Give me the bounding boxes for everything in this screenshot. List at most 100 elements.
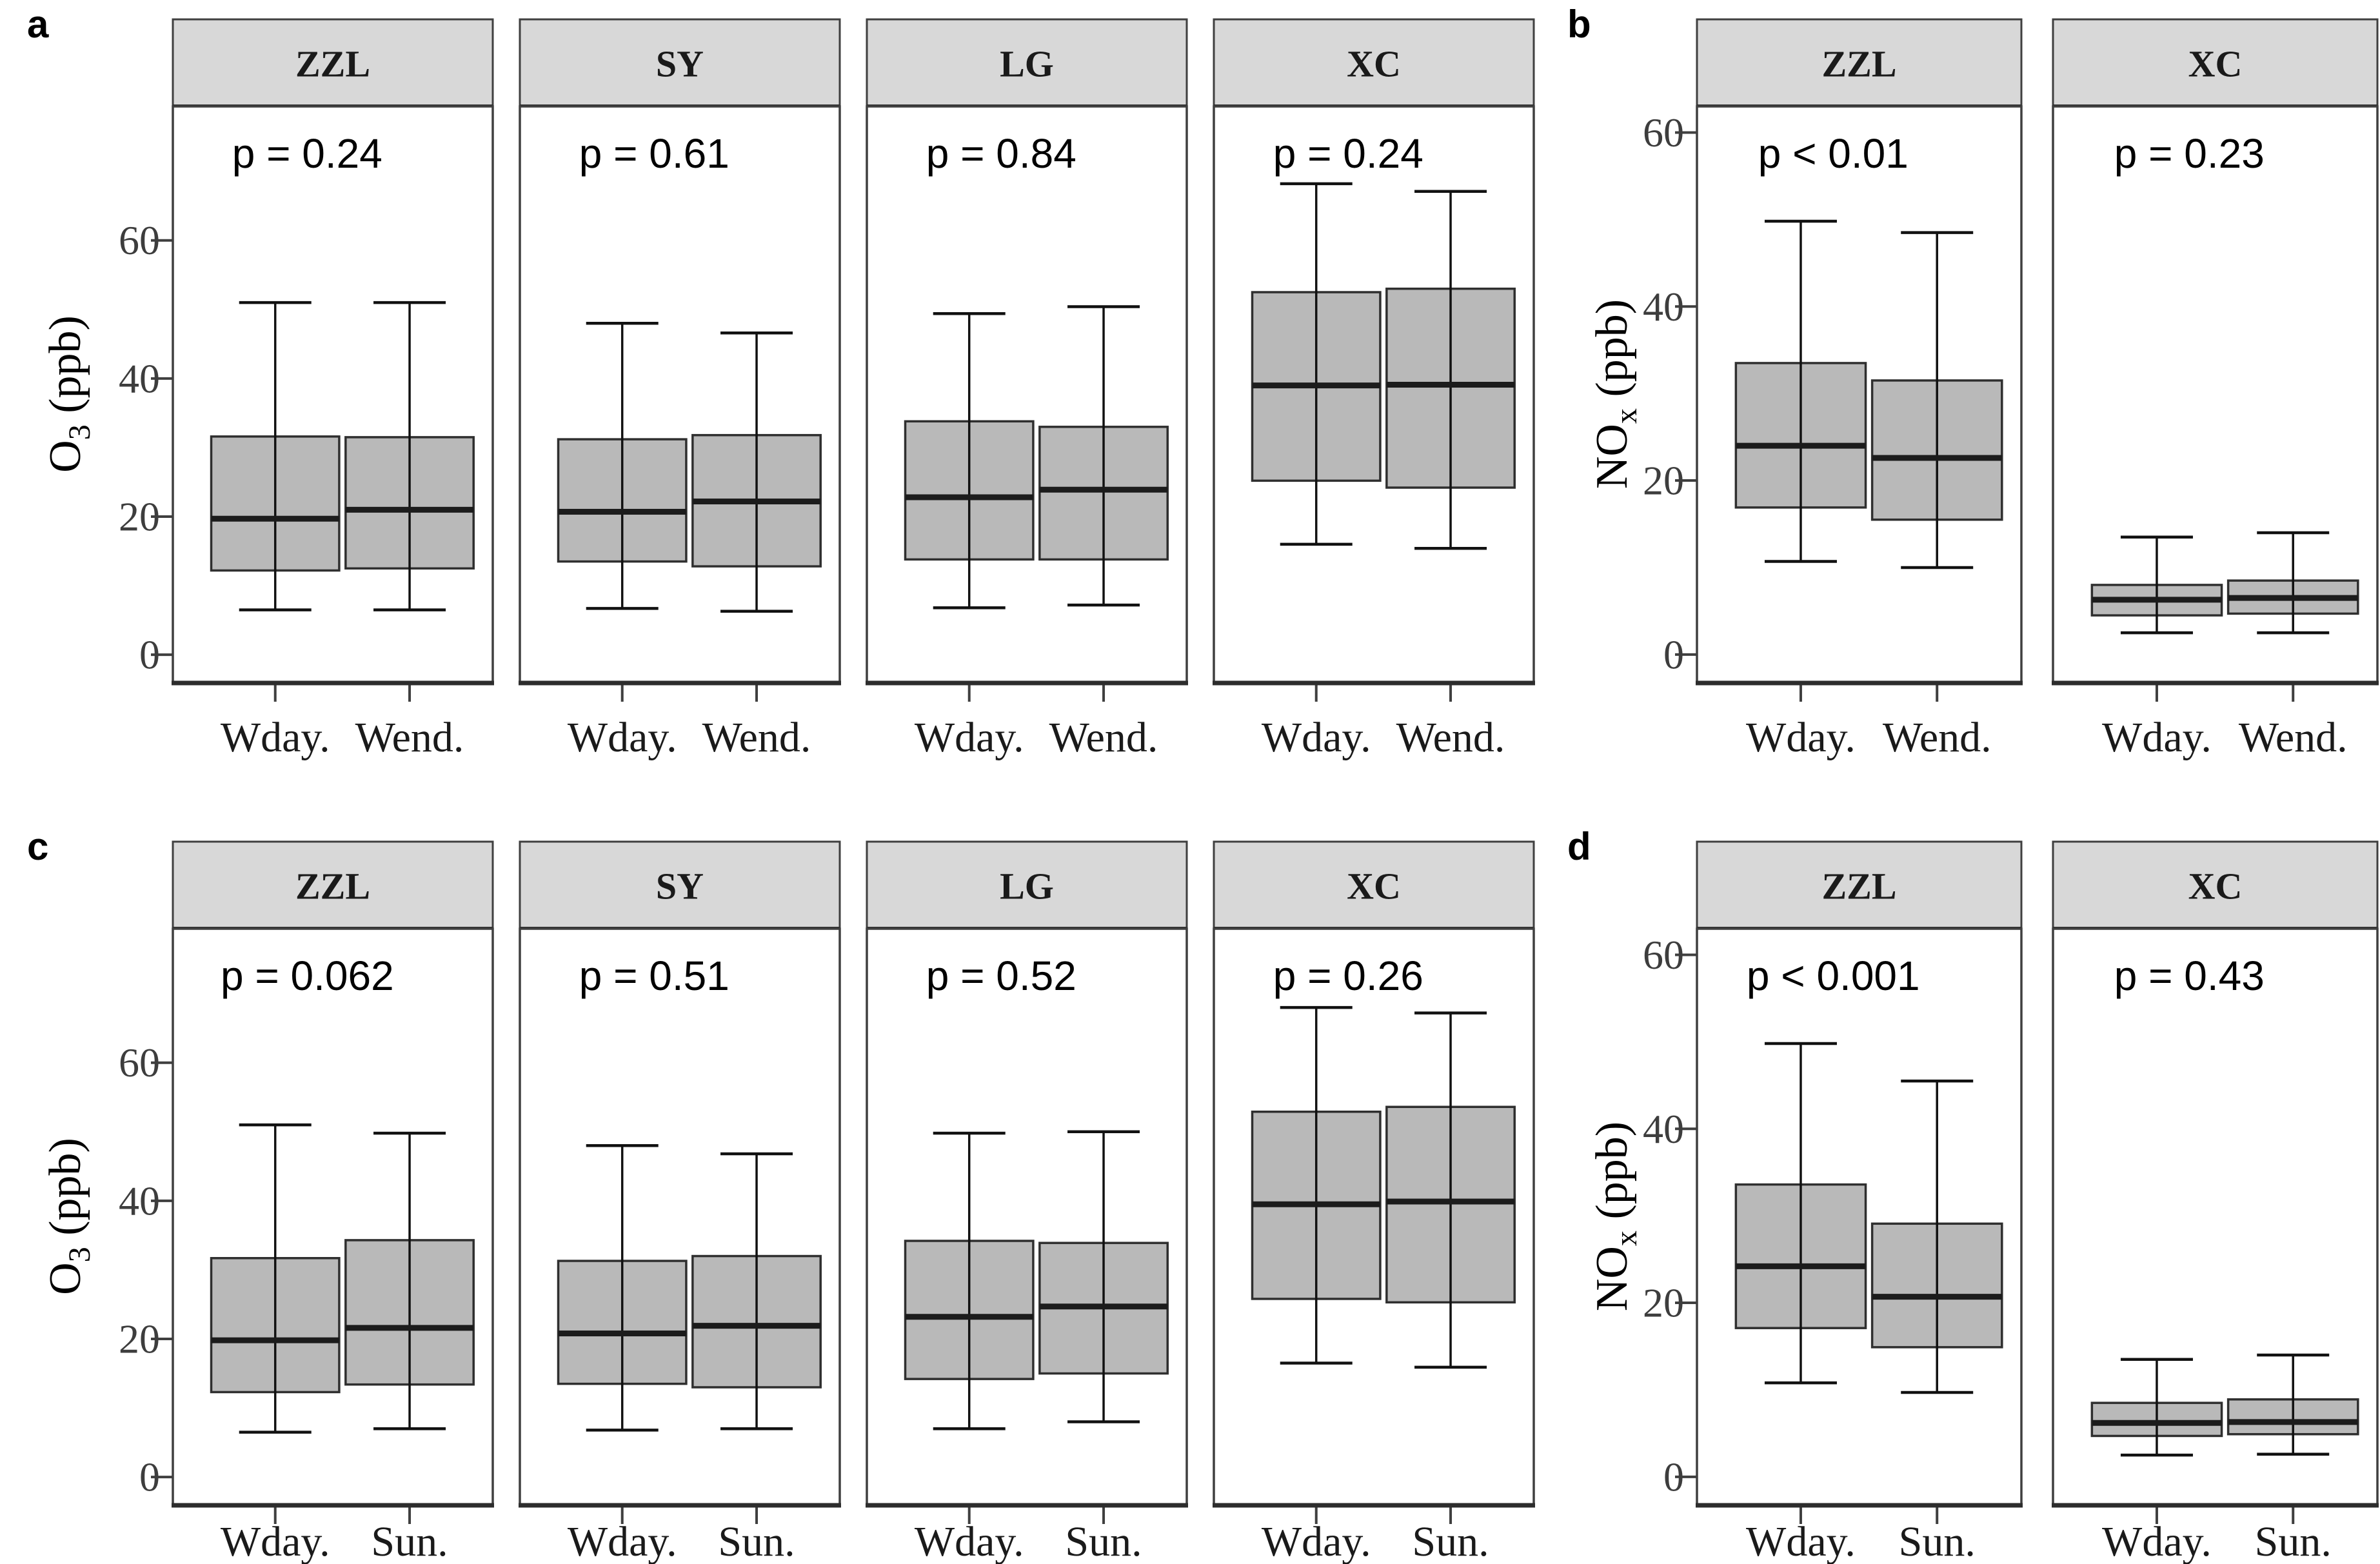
y-tick-label: 20 (1643, 1280, 1684, 1326)
x-group-label: Sun. (1899, 1518, 1976, 1564)
y-axis-title-a-main: O (41, 440, 90, 473)
y-axis-title-b-sub: x (1609, 408, 1643, 424)
x-group-label: Wday. (2102, 1518, 2212, 1564)
panel-letter-a: a (27, 3, 49, 46)
p-value-label: p = 0.23 (2114, 130, 2265, 177)
x-group-label: Wend. (702, 714, 811, 761)
panel-letter-c: c (27, 825, 49, 868)
y-tick-label: 40 (1643, 284, 1684, 330)
y-tick-label: 60 (1643, 110, 1684, 155)
p-value-label: p = 0.24 (1273, 130, 1423, 177)
facet-strip (1213, 18, 1535, 108)
y-tick-label: 20 (119, 494, 160, 540)
x-group-label: Wday. (568, 714, 677, 761)
facet-title: ZZL (295, 43, 370, 85)
x-group-label: Wend. (1049, 714, 1158, 761)
y-tick-label: 0 (1663, 1454, 1684, 1500)
x-group-label: Wday. (1746, 1518, 1856, 1564)
y-axis-title-d-sub: x (1609, 1231, 1643, 1247)
facet-title: LG (1000, 43, 1054, 85)
x-group-label: Wend. (2239, 714, 2348, 761)
x-group-label: Wend. (355, 714, 464, 761)
facet-plot-area (866, 105, 1188, 684)
y-axis-title-c-main: O (41, 1262, 90, 1295)
facet-plot-area (519, 927, 841, 1506)
facet-title: XC (1347, 43, 1401, 85)
y-tick-label: 0 (139, 632, 160, 678)
facet-title: ZZL (1821, 43, 1896, 85)
y-tick-label: 40 (119, 1178, 160, 1223)
facet-plot-area (172, 927, 494, 1506)
facet-strip (519, 18, 841, 108)
facet-title: XC (2188, 43, 2243, 85)
x-group-label: Wday. (221, 1518, 330, 1564)
y-axis-title-b-rest: (ppb) (1587, 299, 1637, 409)
y-axis-title-a: O3 (ppb) (37, 168, 97, 620)
facet-plot-area (172, 105, 494, 684)
p-value-label: p = 0.24 (232, 130, 382, 177)
facet-strip (519, 840, 841, 930)
p-value-label: p = 0.84 (926, 130, 1076, 177)
panel-letter-b: b (1567, 3, 1591, 46)
y-tick-label: 60 (1643, 932, 1684, 978)
x-group-label: Wday. (1746, 714, 1856, 761)
facet-title: SY (656, 43, 704, 85)
facet-strip (2052, 840, 2379, 930)
facet-strip (866, 840, 1188, 930)
y-axis-title-c-sub: 3 (63, 1247, 97, 1263)
facet-title: XC (1347, 866, 1401, 907)
y-tick-label: 0 (139, 1454, 160, 1500)
x-group-label: Sun. (371, 1518, 448, 1564)
x-group-label: Wday. (221, 714, 330, 761)
p-value-label: p = 0.43 (2114, 953, 2265, 999)
x-group-label: Wday. (568, 1518, 677, 1564)
y-tick-label: 60 (119, 1040, 160, 1085)
y-tick-label: 0 (1663, 631, 1684, 677)
facet-plot-area (866, 927, 1188, 1506)
y-axis-title-c: O3 (ppb) (37, 991, 97, 1442)
p-value-label: p = 0.51 (579, 953, 729, 999)
y-tick-label: 20 (119, 1316, 160, 1362)
facet-strip (1696, 18, 2023, 108)
y-axis-title-d-main: NO (1587, 1246, 1637, 1312)
y-axis-title-c-rest: (ppb) (41, 1138, 90, 1247)
x-group-label: Wend. (1396, 714, 1505, 761)
p-value-label: p < 0.01 (1758, 130, 1909, 177)
panel-letter-d: d (1567, 825, 1591, 868)
y-tick-label: 60 (119, 217, 160, 263)
facet-plot-area (519, 105, 841, 684)
x-group-label: Wday. (915, 1518, 1024, 1564)
y-axis-title-d-rest: (ppb) (1587, 1121, 1637, 1231)
p-value-label: p = 0.52 (926, 953, 1076, 999)
x-group-label: Sun. (718, 1518, 795, 1564)
x-group-label: Sun. (1412, 1518, 1489, 1564)
y-tick-label: 20 (1643, 458, 1684, 504)
x-group-label: Wend. (1883, 714, 1992, 761)
y-tick-label: 40 (1643, 1106, 1684, 1152)
facet-title: XC (2188, 866, 2243, 907)
facet-title: ZZL (295, 866, 370, 907)
y-tick-label: 40 (119, 355, 160, 401)
facet-title: ZZL (1821, 866, 1896, 907)
x-group-label: Wday. (1262, 1518, 1371, 1564)
y-axis-title-b-main: NO (1587, 424, 1637, 490)
facet-title: LG (1000, 866, 1054, 907)
x-group-label: Wday. (915, 714, 1024, 761)
facet-strip (1213, 840, 1535, 930)
p-value-label: p < 0.001 (1747, 953, 1920, 999)
p-value-label: p = 0.062 (221, 953, 394, 999)
facet-strip (866, 18, 1188, 108)
x-group-label: Sun. (1065, 1518, 1142, 1564)
x-group-label: Sun. (2255, 1518, 2332, 1564)
y-axis-title-a-rest: (ppb) (41, 315, 90, 425)
facet-strip (172, 18, 494, 108)
x-group-label: Wday. (2102, 714, 2212, 761)
facet-title: SY (656, 866, 704, 907)
p-value-label: p = 0.26 (1273, 953, 1423, 999)
y-axis-title-d: NOx (ppb) (1583, 991, 1643, 1442)
y-axis-title-b: NOx (ppb) (1583, 168, 1643, 620)
p-value-label: p = 0.61 (579, 130, 729, 177)
facet-strip (172, 840, 494, 930)
